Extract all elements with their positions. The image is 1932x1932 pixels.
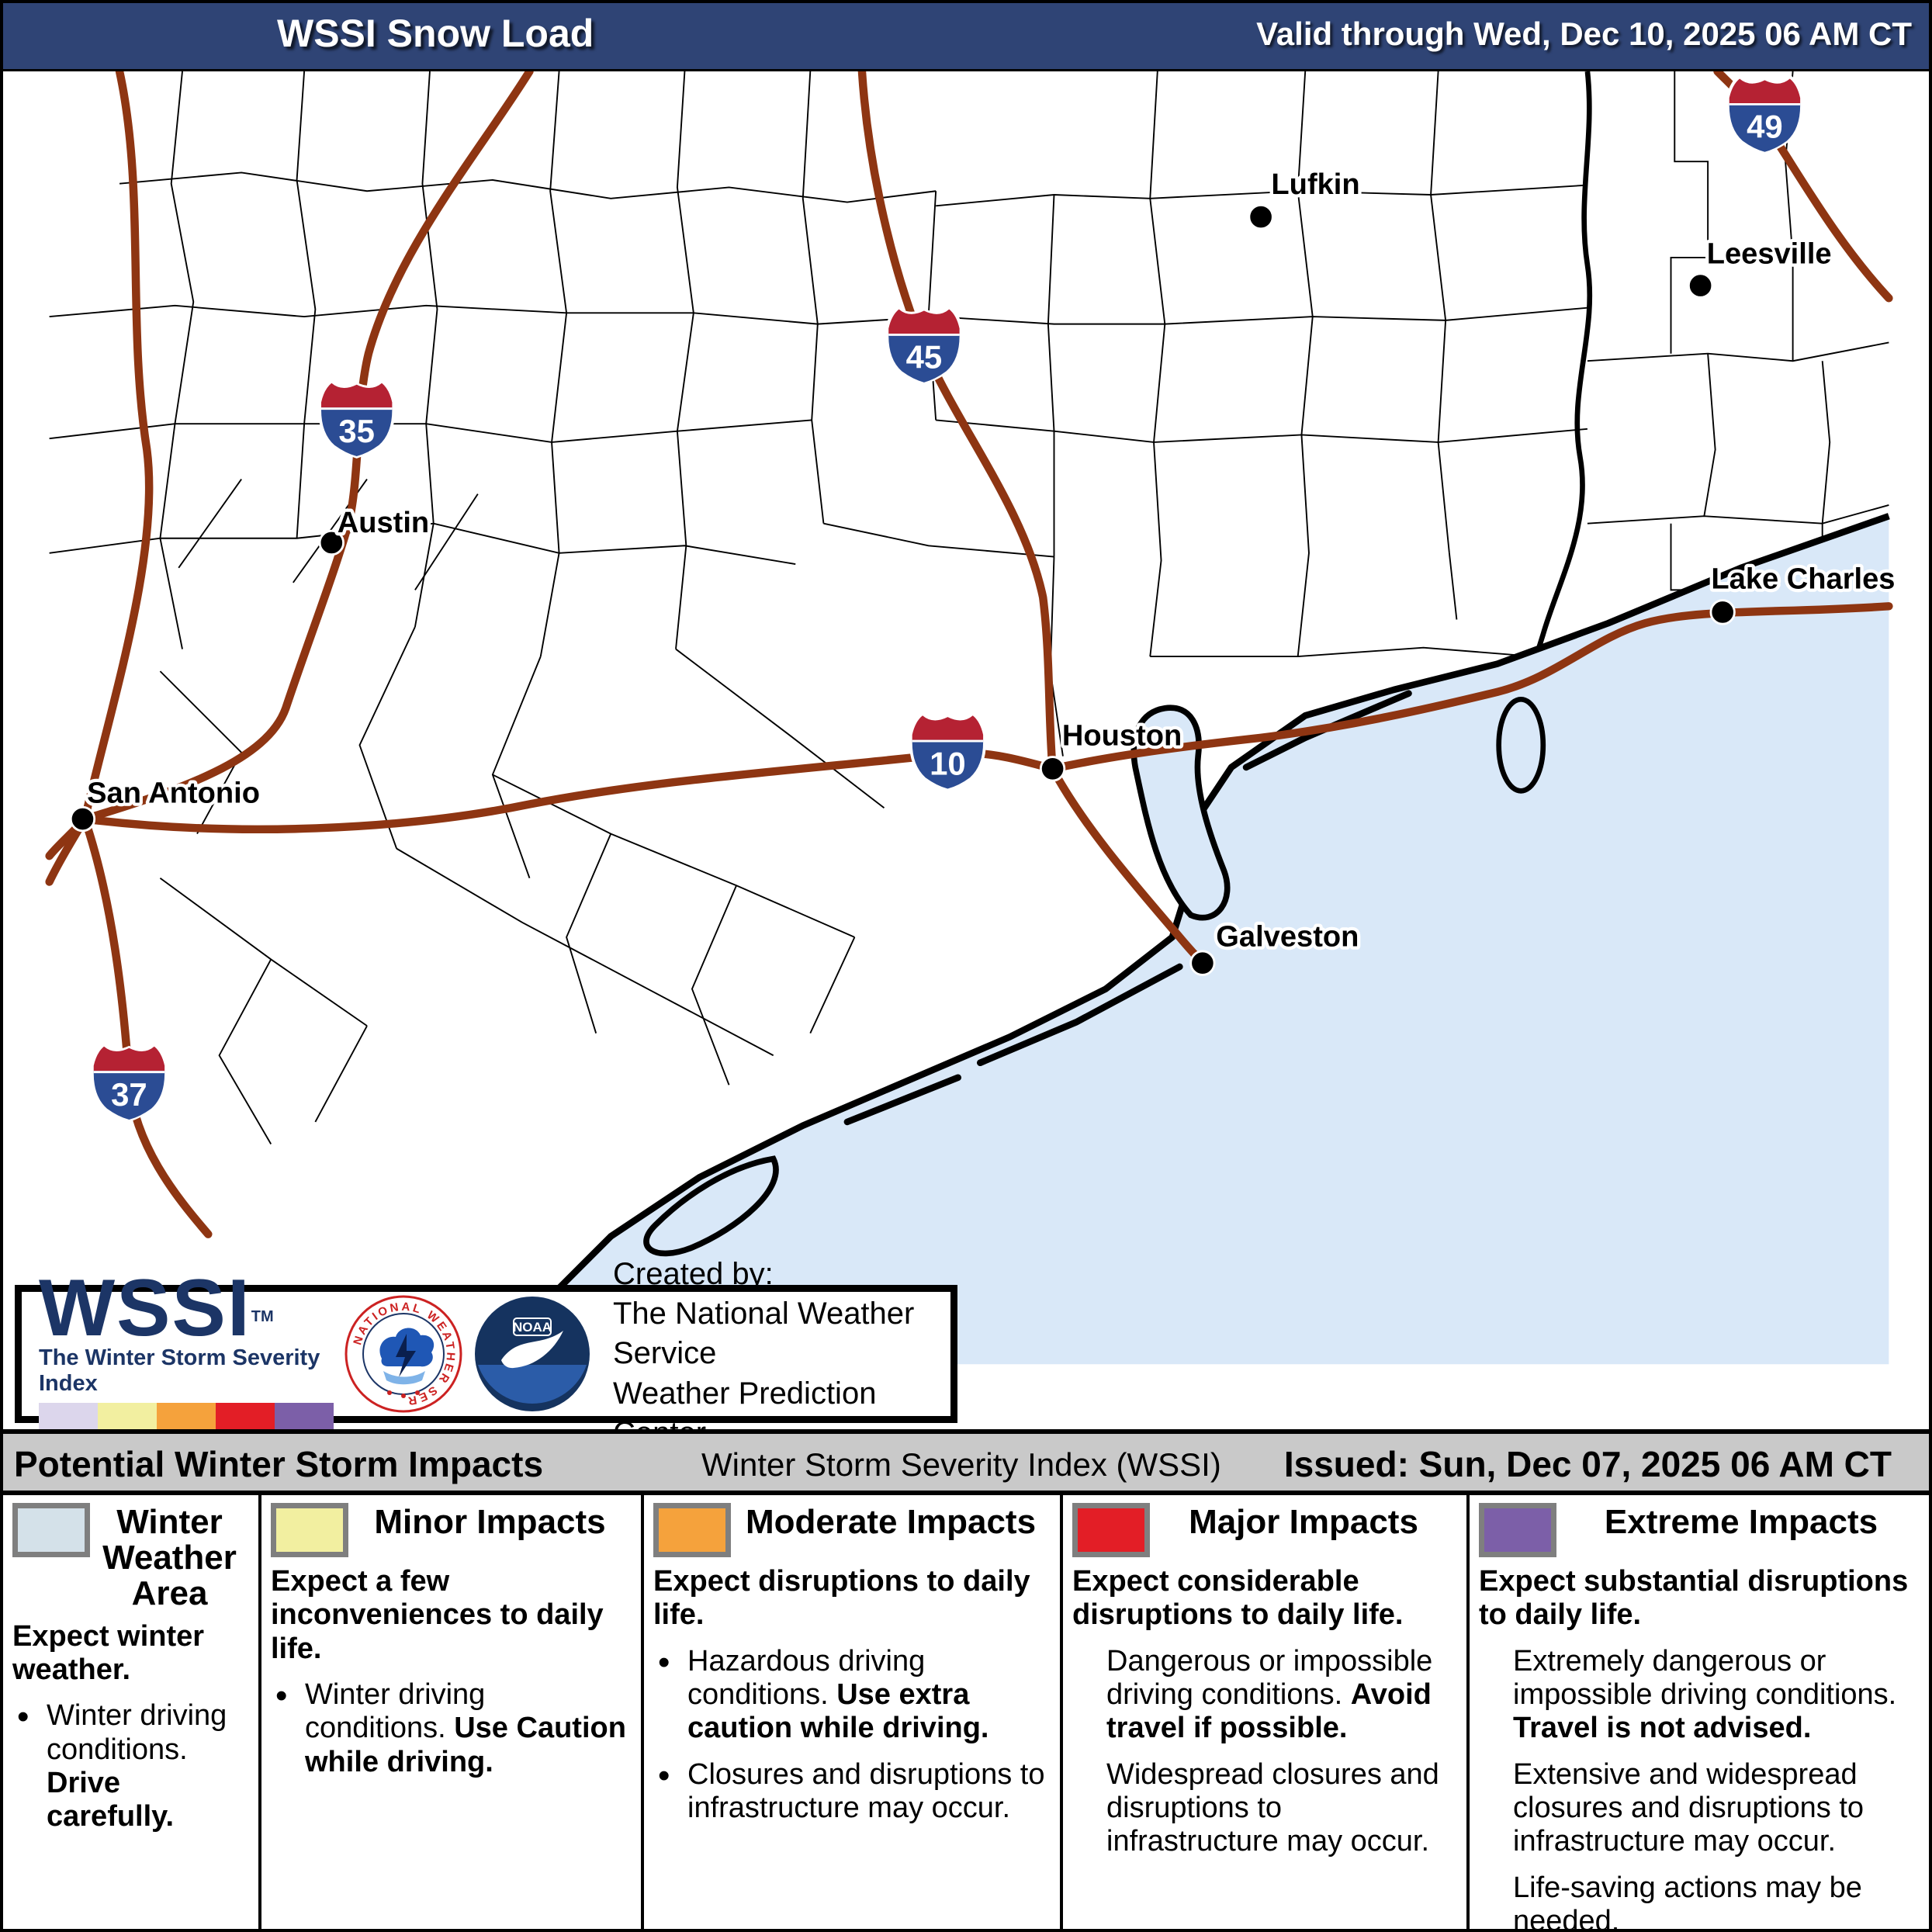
created-by-text: Created by: The National Weather Service… (613, 1255, 950, 1453)
severity-color-swatch (157, 1403, 216, 1435)
legend-column-minor-impacts: Minor Impacts Expect a few inconveniences… (261, 1495, 644, 1929)
state-border (1518, 71, 1593, 705)
legend-title: Minor Impacts (374, 1503, 606, 1541)
legend-item: Dangerous or impossible driving conditio… (1106, 1644, 1433, 1745)
interstate-number: 45 (906, 339, 943, 376)
legend-intro: Expect winter weather. (12, 1619, 205, 1686)
barrier-islands (843, 690, 1412, 1126)
city-dot (1189, 950, 1216, 976)
impact-legend: Winter Weather Area Expect winter weather… (3, 1495, 1929, 1932)
created-line1: Created by: (613, 1257, 774, 1292)
severity-color-swatch (39, 1403, 98, 1435)
legend-column-extreme-impacts: Extreme Impacts Expect substantial disrup… (1470, 1495, 1929, 1932)
city-dot (1248, 203, 1274, 230)
matagorda-bay (643, 1155, 779, 1257)
legend-swatch (271, 1503, 348, 1557)
map-area: 35 45 10 37 49 Austin San Antonio Houston Galves… (3, 71, 1929, 1429)
legend-item: • Hazardous driving conditions. Use extra… (658, 1643, 989, 1745)
wssi-logo-box: WSSITM The Winter Storm Severity Index N… (15, 1257, 957, 1450)
wssi-logo: WSSITM The Winter Storm Severity Index (22, 1268, 334, 1435)
city-dot (69, 805, 96, 833)
city-dot (1709, 599, 1736, 625)
weather-map: 35 45 10 37 49 Austin San Antonio Houston Galves… (45, 71, 1899, 1366)
city-label: San Antonio (87, 777, 260, 810)
wssi-severity-colorbar (39, 1403, 334, 1435)
city-label: Houston (1062, 719, 1182, 752)
legend-intro: Expect disruptions to daily life. (653, 1565, 1030, 1632)
legend-title: Major Impacts (1189, 1503, 1418, 1541)
city-label: Austin (338, 507, 429, 539)
severity-color-swatch (98, 1403, 157, 1435)
legend-swatch (1072, 1503, 1150, 1557)
legend-item: • Closures and disruptions to infrastruct… (658, 1756, 1045, 1824)
interstate-number: 35 (338, 413, 375, 449)
city-dot (318, 529, 345, 556)
interstate-35-shield-icon: 35 (317, 379, 396, 460)
legend-intro: Expect considerable disruptions to daily… (1072, 1565, 1404, 1632)
city-dot (1687, 272, 1714, 299)
legend-column-major-impacts: Major Impacts Expect considerable disrupt… (1063, 1495, 1470, 1929)
interstate-number: 49 (1747, 109, 1783, 145)
legend-title: Extreme Impacts (1604, 1503, 1878, 1541)
legend-item: Extensive and widespread closures and di… (1513, 1757, 1864, 1858)
valid-through-text: Valid through Wed, Dec 10, 2025 06 AM CT (1256, 16, 1912, 52)
city-label: Galveston (1216, 920, 1359, 953)
galveston-bay (1130, 705, 1231, 921)
legend-item: Widespread closures and disruptions to i… (1106, 1757, 1439, 1858)
interstate-37-shield-icon: 37 (89, 1042, 169, 1124)
legend-item: • Winter driving conditions. Use Caution … (275, 1676, 626, 1778)
severity-color-swatch (216, 1403, 275, 1435)
interstate-number: 37 (111, 1076, 147, 1113)
interstate-49-shield-icon: 49 (1725, 74, 1805, 156)
legend-intro: Expect substantial disruptions to daily … (1479, 1565, 1909, 1632)
interstate-45-shield-icon: 45 (884, 305, 964, 386)
bullet-marker: • (275, 1676, 288, 1715)
legend-swatch (12, 1503, 90, 1557)
city-dot (1039, 756, 1066, 782)
gulf-of-mexico (518, 516, 1889, 1365)
subtitle-bar: Potential Winter Storm Impacts Winter St… (3, 1429, 1929, 1495)
legend-swatch (1479, 1503, 1556, 1557)
legend-item: Life-saving actions may be needed. (1513, 1871, 1862, 1932)
legend-item: Extremely dangerous or impossible drivin… (1513, 1644, 1897, 1745)
city-label: Lake Charles (1711, 563, 1895, 595)
impacts-heading: Potential Winter Storm Impacts (14, 1444, 544, 1484)
noaa-text: NOAA (513, 1320, 552, 1335)
noaa-logo-icon: NOAA (475, 1297, 590, 1411)
trademark: TM (251, 1307, 274, 1325)
wssi-tagline: The Winter Storm Severity Index (39, 1345, 320, 1397)
issued-timestamp: Issued: Sun, Dec 07, 2025 06 AM CT (1283, 1444, 1892, 1484)
legend-column-moderate-impacts: Moderate Impacts Expect disruptions to da… (644, 1495, 1063, 1929)
legend-item: • Winter driving conditions. Drive carefu… (17, 1698, 227, 1833)
header-bar: WSSI Snow Load Valid through Wed, Dec 10… (3, 3, 1929, 71)
city-label: Leesville (1707, 238, 1832, 271)
city-label: Lufkin (1271, 168, 1359, 201)
county-boundaries (49, 71, 1889, 1144)
legend-column-winter-weather-area: Winter Weather Area Expect winter weather… (3, 1495, 261, 1929)
created-line2: The National Weather Service (613, 1297, 915, 1371)
legend-title: Winter Weather Area (102, 1503, 237, 1613)
nws-logo-icon: NATIONAL WEATHER SERVICE (345, 1295, 462, 1413)
bullet-marker: • (17, 1698, 29, 1736)
page-title: WSSI Snow Load (277, 12, 594, 55)
sabine-lake (1496, 696, 1546, 794)
wssi-wordmark: WSSI (39, 1262, 251, 1353)
bullet-marker: • (658, 1643, 670, 1681)
interstate-10-shield-icon: 10 (908, 712, 988, 792)
severity-color-swatch (275, 1403, 334, 1435)
wssi-index-label: Winter Storm Severity Index (WSSI) (701, 1446, 1221, 1483)
interstate-number: 10 (930, 745, 966, 781)
bullet-marker: • (658, 1756, 670, 1795)
legend-intro: Expect a few inconveniences to daily lif… (271, 1565, 604, 1665)
legend-swatch (653, 1503, 731, 1557)
legend-title: Moderate Impacts (745, 1503, 1037, 1541)
